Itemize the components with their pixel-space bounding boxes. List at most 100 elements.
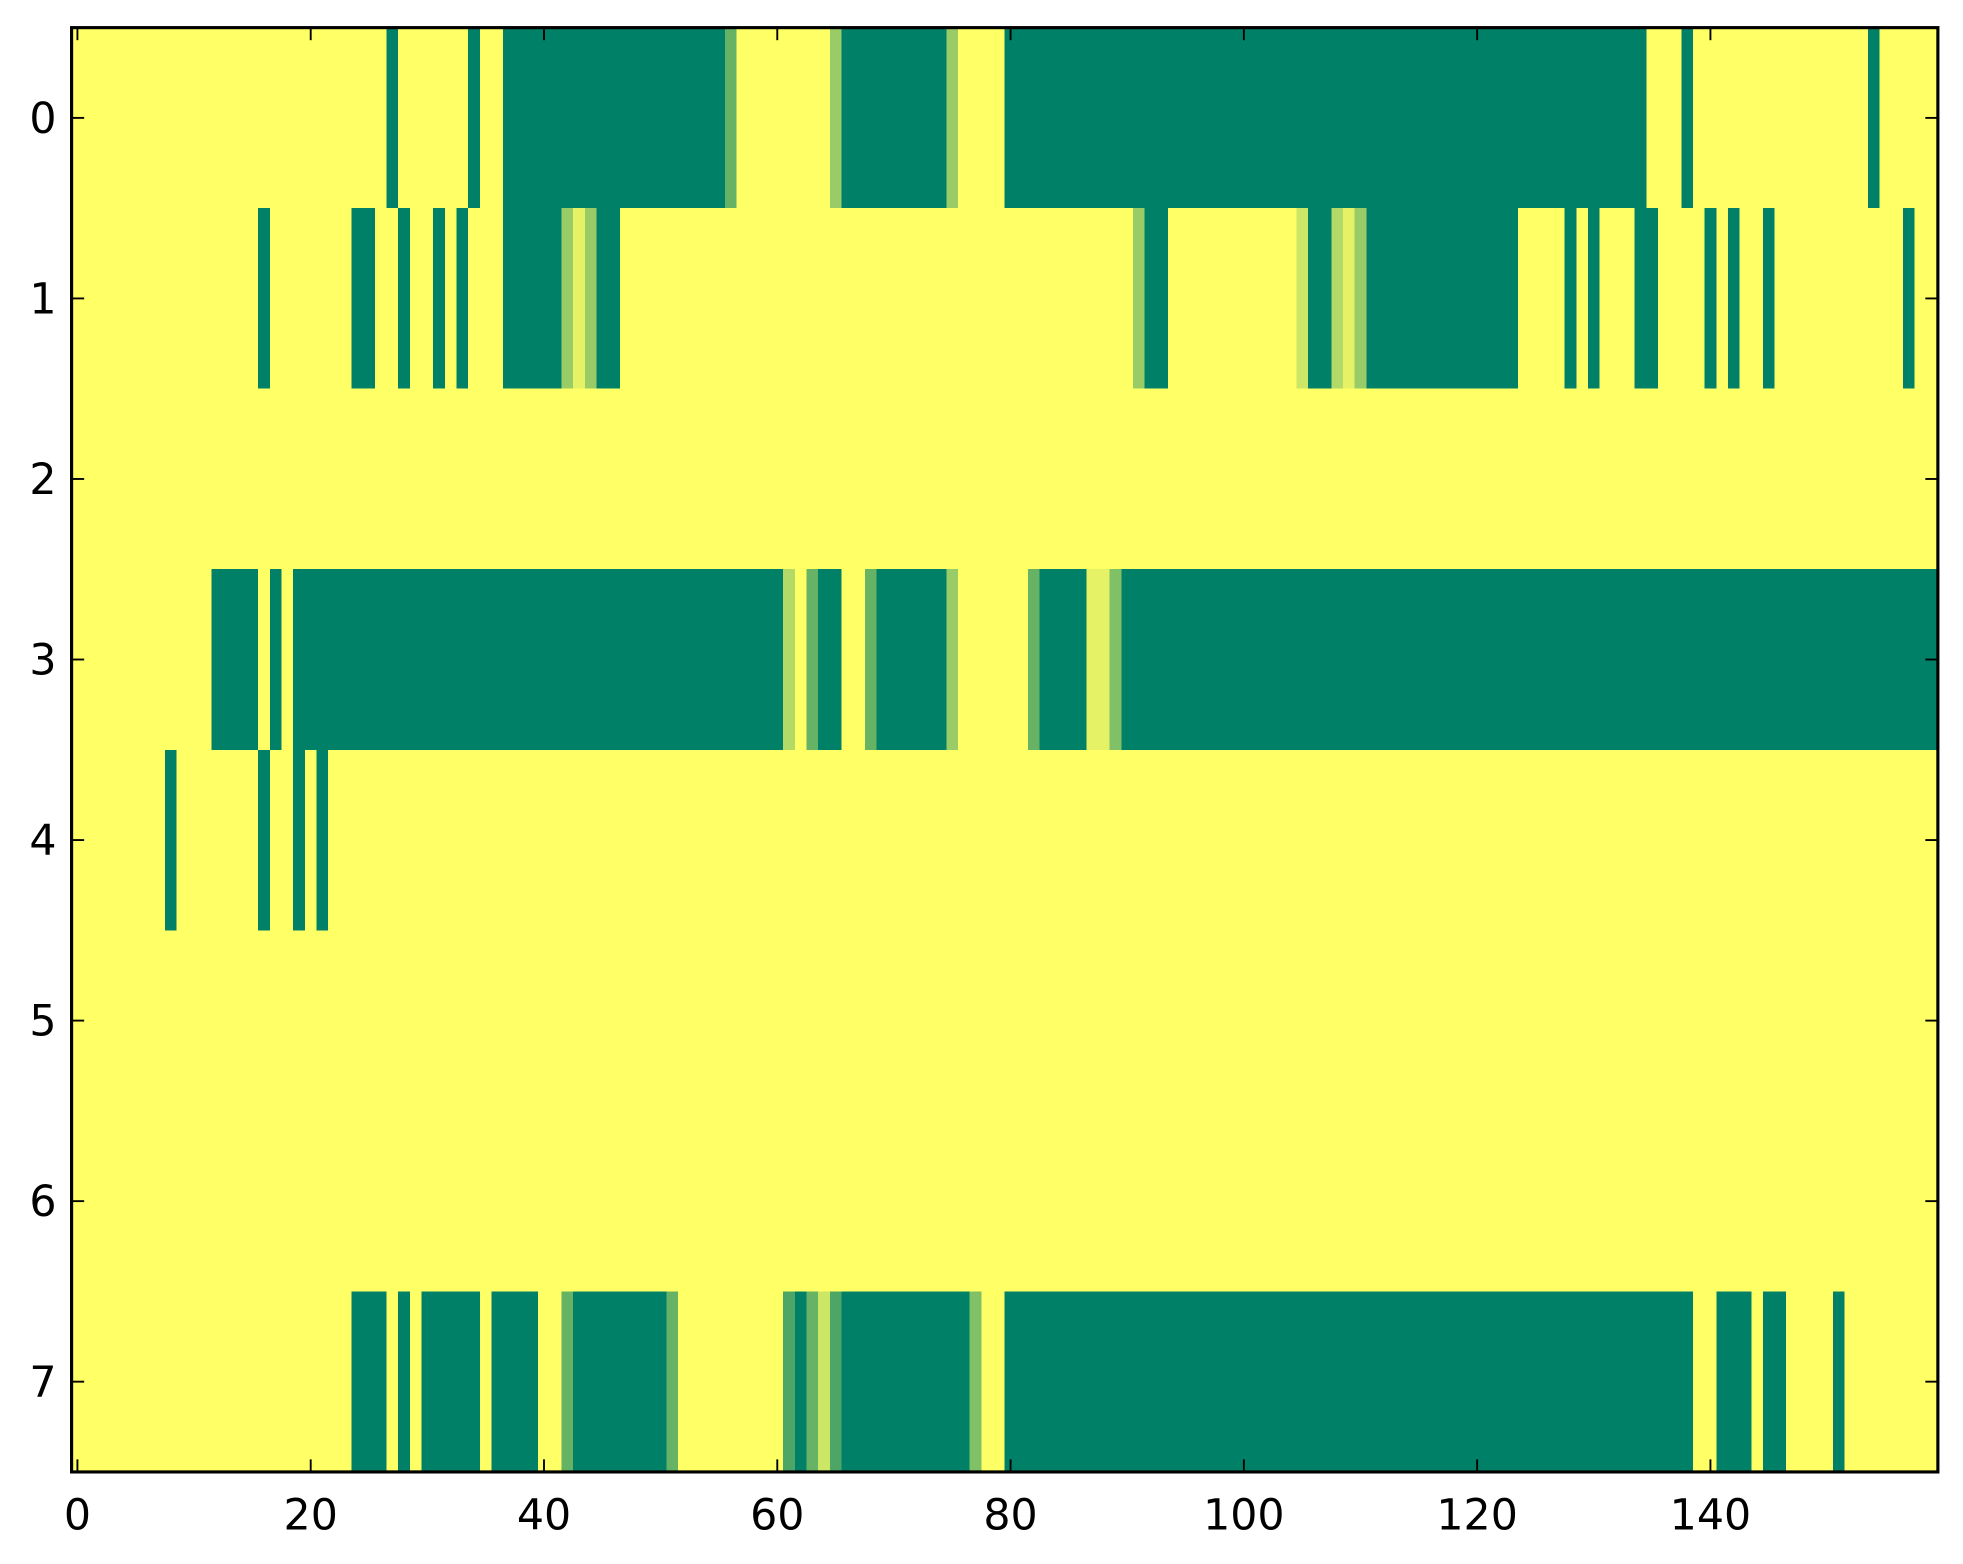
heatmap-cell [1016,1291,1029,1473]
heatmap-cell [1471,1110,1484,1293]
heatmap-cell [1331,388,1344,571]
heatmap-cell [129,749,143,932]
heatmap-cell [223,1110,236,1293]
heatmap-cell [981,208,994,390]
heatmap-cell [538,569,551,751]
heatmap-cell [188,388,201,571]
heatmap-cell [1214,569,1228,751]
heatmap-cell [304,1291,318,1473]
heatmap-cell [409,1291,423,1473]
heatmap-cell [1529,388,1543,571]
heatmap-cell [666,1110,679,1293]
heatmap-cell [1867,1291,1881,1473]
heatmap-cell [573,388,586,571]
heatmap-cell [899,1110,913,1293]
heatmap-cell [1004,749,1018,932]
heatmap-cell [1786,749,1799,932]
heatmap-cell [888,749,901,932]
heatmap-cell [1809,1291,1822,1473]
heatmap-cell [794,749,808,932]
heatmap-cell [1331,1110,1344,1293]
heatmap-cell [736,569,749,751]
heatmap-cell [969,208,983,390]
heatmap-cell [853,1291,866,1473]
heatmap-cell [199,27,213,209]
heatmap-cell [1436,208,1449,390]
heatmap-cell [1541,569,1554,751]
heatmap-cell [1249,749,1263,932]
heatmap-cell [701,569,714,751]
heatmap-cell [888,930,901,1112]
heatmap-cell [1902,930,1916,1112]
heatmap-cell [1506,569,1519,751]
heatmap-cell [328,27,341,209]
heatmap-cell [1739,208,1753,390]
heatmap-cell [1377,569,1391,751]
heatmap-cell [864,27,878,209]
heatmap-cell [1168,388,1181,571]
heatmap-cell [899,208,913,390]
heatmap-cell [829,930,843,1112]
heatmap-cell [864,208,878,390]
heatmap-cell [444,749,458,932]
heatmap-cell [1797,1291,1811,1473]
heatmap-cell [164,749,178,932]
heatmap-cell [1039,930,1053,1112]
heatmap-cell [421,27,434,209]
heatmap-cell [1051,208,1064,390]
heatmap-cell [1109,930,1123,1112]
heatmap-cell [806,1291,819,1473]
heatmap-cell [1156,388,1169,571]
heatmap-cell [83,569,96,751]
heatmap-cell [1039,1110,1053,1293]
y-tick-label: 4 [29,816,56,866]
heatmap-cell [911,27,924,209]
heatmap-cell [923,569,936,751]
heatmap-cell [1133,1291,1146,1473]
heatmap-cell [1914,1291,1927,1473]
heatmap-cell [1436,27,1449,209]
heatmap-cell [1086,27,1099,209]
heatmap-cell [1121,27,1134,209]
heatmap-cell [1366,749,1379,932]
heatmap-cell [503,749,516,932]
heatmap-cell [444,27,458,209]
heatmap-cell [223,749,236,932]
heatmap-cell [433,1110,446,1293]
heatmap-cell [1797,27,1811,209]
heatmap-cell [1133,1110,1146,1293]
heatmap-cell [188,569,201,751]
heatmap-cell [1389,208,1403,390]
heatmap-cell [1086,208,1099,390]
heatmap-cell [1039,208,1053,390]
heatmap-cell [899,930,913,1112]
heatmap-cell [1412,1291,1426,1473]
heatmap-cell [549,208,563,390]
heatmap-cell [141,1110,154,1293]
heatmap-cell [1203,27,1216,209]
heatmap-cell [1786,930,1799,1112]
heatmap-cell [1308,1110,1321,1293]
heatmap-cell [1751,208,1764,390]
heatmap-cell [1494,1110,1508,1293]
heatmap-cell [281,1110,294,1293]
heatmap-cell [1727,388,1741,571]
heatmap-cell [911,1110,924,1293]
heatmap-cell [1471,749,1484,932]
heatmap-cell [1541,749,1554,932]
heatmap-cell [1529,569,1543,751]
heatmap-cell [1634,569,1648,751]
heatmap-cell [1879,208,1892,390]
heatmap-cell [491,27,504,209]
heatmap-cell [794,1291,808,1473]
heatmap-cell [1051,27,1064,209]
heatmap-cell [479,1291,493,1473]
heatmap-cell [444,1110,458,1293]
heatmap-cell [724,1110,738,1293]
heatmap-cell [1879,388,1892,571]
heatmap-cell [1261,569,1274,751]
heatmap-cell [421,1291,434,1473]
heatmap-cell [1587,1291,1601,1473]
heatmap-cell [538,1291,551,1473]
heatmap-cell [164,27,178,209]
